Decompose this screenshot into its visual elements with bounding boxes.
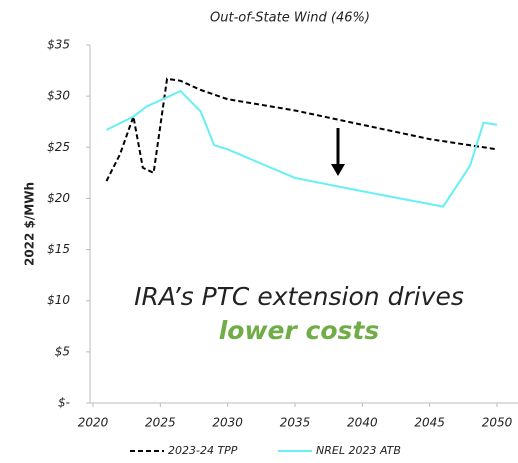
x-tick-label: 2040 [347,416,378,430]
y-tick-label: $5 [55,344,70,358]
arrow-head [331,164,345,176]
y-tick-label: $35 [47,38,70,52]
x-tick-label: 2025 [145,416,176,430]
chart-title: Out-of-State Wind (46%) [210,11,370,26]
annotation: IRA’s PTC extension drives [134,282,464,311]
y-tick-label: $15 [47,242,70,256]
y-axis-label: 2022 $/MWh [23,182,37,266]
x-tick-label: 2050 [482,416,513,430]
annotation: lower costs [219,316,380,345]
y-tick-label: $- [58,396,70,410]
x-tick-label: 2030 [212,416,243,430]
y-tick-label: $20 [47,191,70,205]
series-line [105,77,498,182]
y-tick-label: $10 [47,293,70,307]
series-line [106,89,498,208]
x-tick-label: 2035 [280,416,311,430]
x-tick-label: 2020 [78,416,109,430]
y-tick-label: $25 [47,140,70,154]
x-tick-label: 2045 [414,416,445,430]
legend-label: 2023-24 TPP [168,444,238,457]
legend-label: NREL 2023 ATB [316,444,401,457]
y-tick-label: $30 [47,89,70,103]
